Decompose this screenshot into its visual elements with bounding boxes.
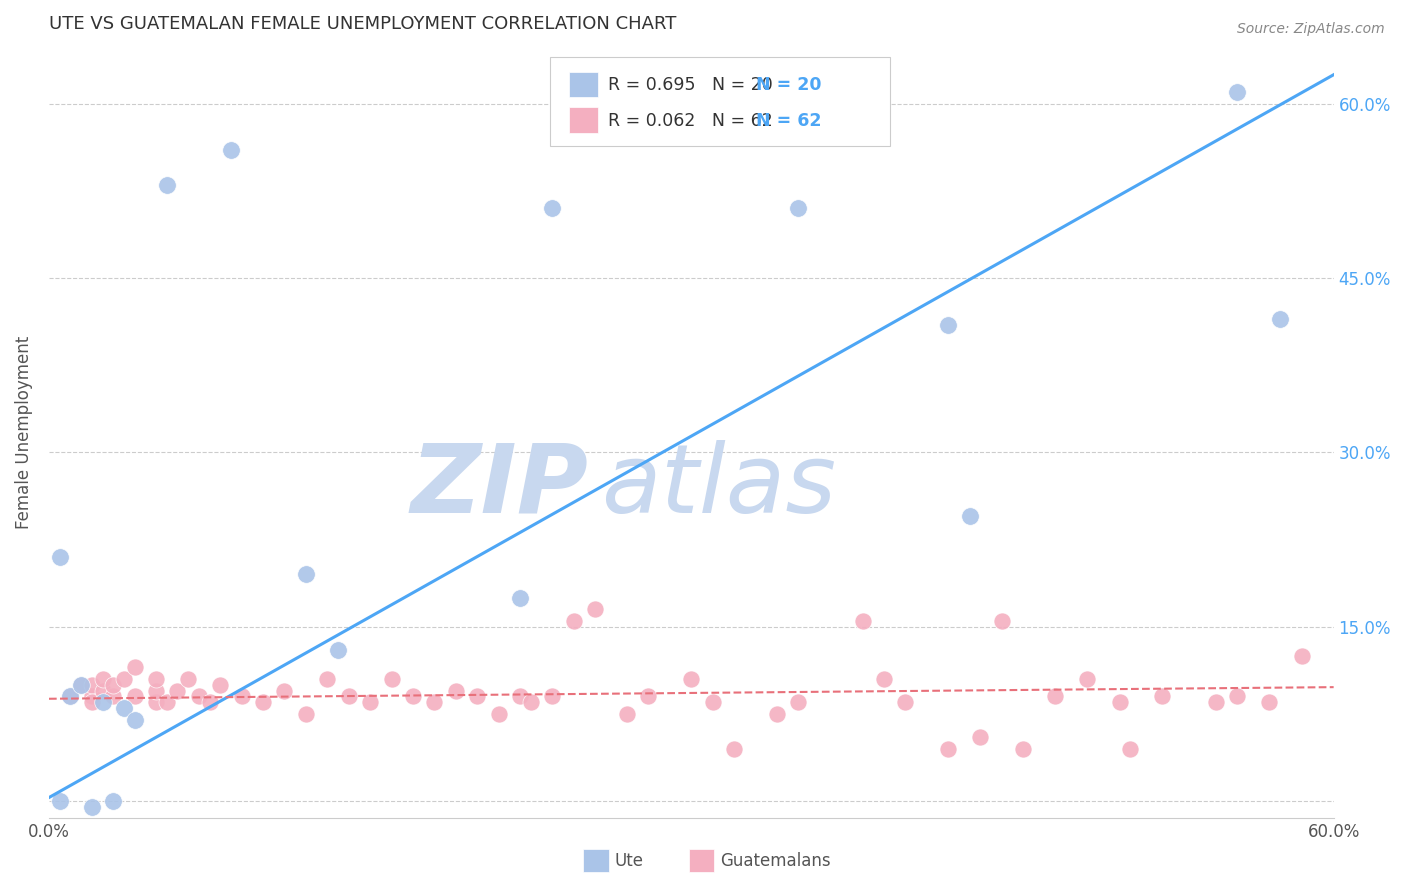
Point: [59, 690, 82, 704]
Point: [1291, 648, 1313, 663]
Point: [91, 683, 114, 698]
Point: [1012, 741, 1035, 756]
Bar: [569, 72, 598, 97]
Point: [112, 672, 135, 686]
Point: [80, 690, 103, 704]
Point: [124, 690, 146, 704]
Point: [1045, 690, 1067, 704]
Point: [616, 706, 638, 721]
Point: [723, 741, 745, 756]
Point: [156, 178, 179, 193]
Point: [70, 678, 93, 692]
Point: [70, 678, 93, 692]
Point: [80, 800, 103, 814]
Text: Source: ZipAtlas.com: Source: ZipAtlas.com: [1237, 22, 1385, 37]
Point: [519, 695, 541, 709]
Point: [273, 683, 295, 698]
Point: [145, 683, 167, 698]
Point: [402, 690, 425, 704]
Point: [969, 730, 991, 744]
Point: [209, 678, 232, 692]
Point: [91, 695, 114, 709]
Point: [177, 672, 200, 686]
Point: [156, 695, 179, 709]
Point: [787, 202, 810, 216]
Point: [48, 794, 70, 808]
Point: [1268, 311, 1291, 326]
Point: [166, 683, 188, 698]
Bar: [569, 108, 598, 133]
Point: [103, 794, 125, 808]
Text: R = 0.695   N = 20: R = 0.695 N = 20: [607, 76, 772, 94]
Point: [145, 672, 167, 686]
Point: [562, 614, 585, 628]
Point: [124, 660, 146, 674]
Point: [681, 672, 703, 686]
Point: [198, 695, 221, 709]
Point: [766, 706, 789, 721]
Point: [295, 706, 318, 721]
Point: [1226, 85, 1249, 99]
Point: [48, 549, 70, 564]
Point: [252, 695, 274, 709]
Y-axis label: Female Unemployment: Female Unemployment: [15, 335, 32, 529]
Text: Guatemalans: Guatemalans: [720, 852, 831, 870]
Point: [465, 690, 488, 704]
Point: [1152, 690, 1174, 704]
Point: [936, 741, 959, 756]
Point: [1076, 672, 1098, 686]
Point: [873, 672, 896, 686]
Text: UTE VS GUATEMALAN FEMALE UNEMPLOYMENT CORRELATION CHART: UTE VS GUATEMALAN FEMALE UNEMPLOYMENT CO…: [49, 15, 676, 33]
Point: [509, 591, 531, 605]
Point: [936, 318, 959, 332]
Point: [91, 672, 114, 686]
Text: R = 0.062   N = 62: R = 0.062 N = 62: [607, 112, 772, 129]
Point: [295, 567, 318, 582]
Text: ZIP: ZIP: [411, 440, 589, 533]
Point: [112, 701, 135, 715]
Point: [231, 690, 253, 704]
Point: [124, 713, 146, 727]
FancyBboxPatch shape: [550, 57, 890, 146]
Point: [316, 672, 339, 686]
Text: N = 62: N = 62: [755, 112, 821, 129]
Point: [59, 690, 82, 704]
Point: [959, 509, 981, 524]
Point: [1258, 695, 1281, 709]
Point: [423, 695, 446, 709]
Point: [1226, 690, 1249, 704]
Point: [444, 683, 467, 698]
Point: [488, 706, 510, 721]
Point: [337, 690, 360, 704]
Point: [990, 614, 1012, 628]
Point: [326, 643, 349, 657]
Point: [359, 695, 381, 709]
Point: [583, 602, 606, 616]
Point: [80, 678, 103, 692]
Text: Ute: Ute: [614, 852, 644, 870]
Point: [541, 690, 564, 704]
Point: [103, 690, 125, 704]
Point: [637, 690, 659, 704]
Point: [103, 678, 125, 692]
Text: N = 20: N = 20: [755, 76, 821, 94]
Point: [541, 202, 564, 216]
Point: [852, 614, 875, 628]
Point: [509, 690, 531, 704]
Point: [380, 672, 402, 686]
Point: [80, 695, 103, 709]
Point: [219, 143, 242, 157]
Point: [702, 695, 724, 709]
Text: atlas: atlas: [602, 440, 837, 533]
Point: [1108, 695, 1130, 709]
Point: [787, 695, 810, 709]
Point: [187, 690, 209, 704]
Point: [894, 695, 917, 709]
Point: [1119, 741, 1142, 756]
Point: [145, 695, 167, 709]
Point: [1205, 695, 1227, 709]
